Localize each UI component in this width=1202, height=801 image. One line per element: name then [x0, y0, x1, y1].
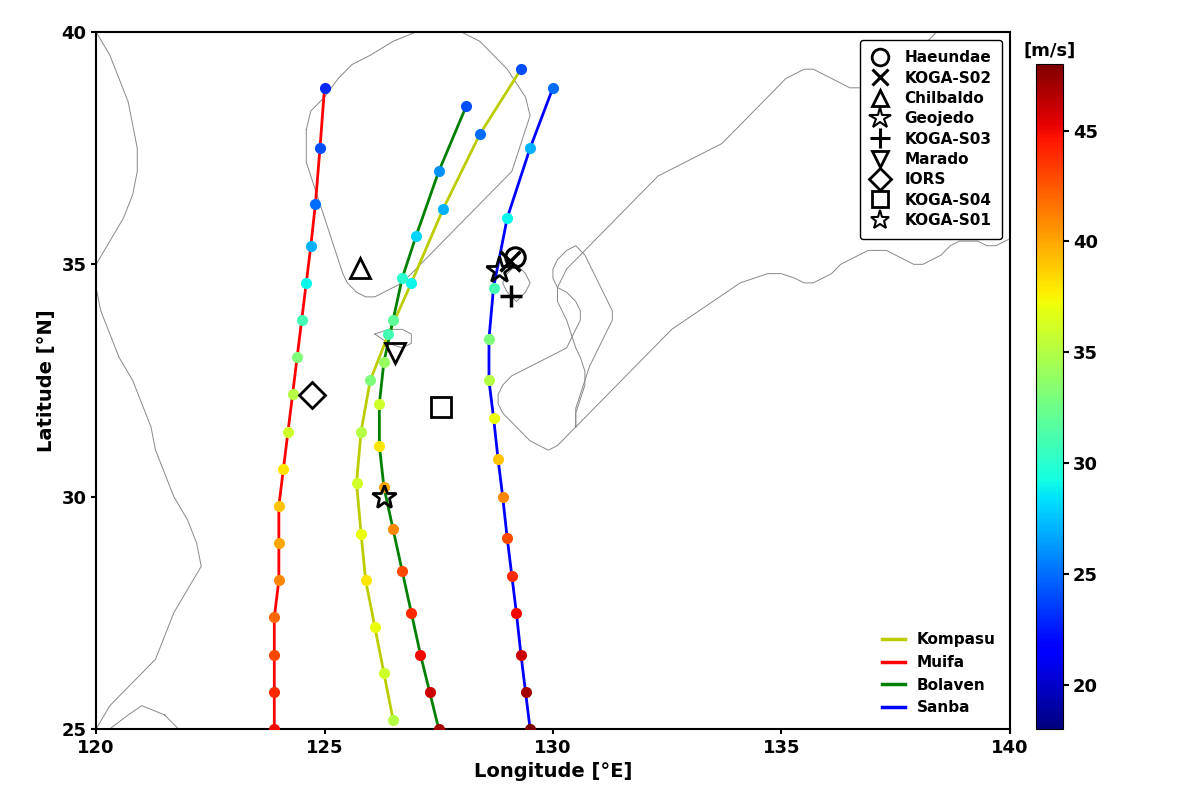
- Y-axis label: Latitude [°N]: Latitude [°N]: [37, 309, 55, 452]
- X-axis label: Longitude [°E]: Longitude [°E]: [474, 763, 632, 781]
- Title: [m/s]: [m/s]: [1023, 42, 1076, 60]
- Legend: Kompasu, Muifa, Bolaven, Sanba: Kompasu, Muifa, Bolaven, Sanba: [876, 626, 1002, 721]
